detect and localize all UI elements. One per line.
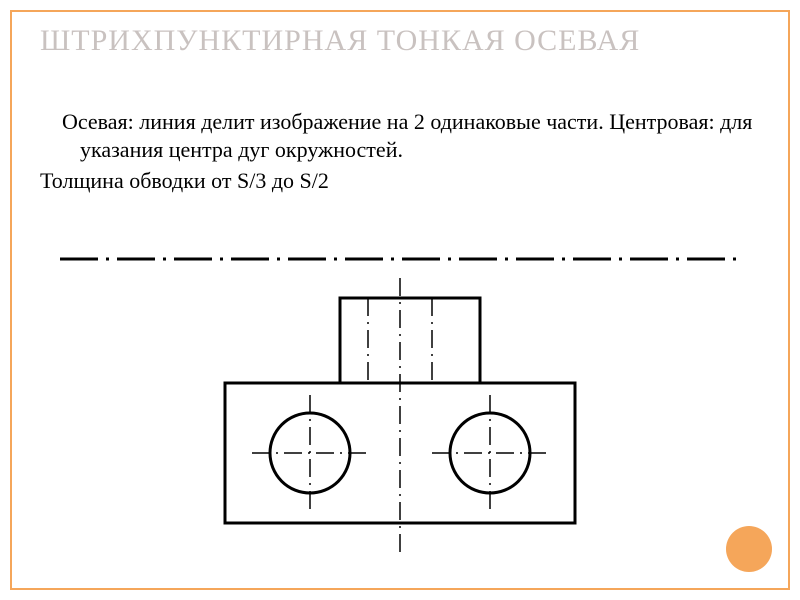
- engineering-figure: [170, 278, 630, 568]
- paragraph-2: Толщина обводки от S/3 до S/2: [40, 167, 760, 195]
- frame-bottom: [10, 588, 790, 590]
- paragraph-1: Осевая: линия делит изображение на 2 оди…: [40, 108, 760, 163]
- body-text: Осевая: линия делит изображение на 2 оди…: [40, 108, 760, 199]
- frame-right: [788, 10, 790, 590]
- frame-top: [10, 10, 790, 12]
- corner-accent-dot: [726, 526, 772, 572]
- slide-title: ШТРИХПУНКТИРНАЯ ТОНКАЯ ОСЕВАЯ: [40, 24, 760, 59]
- frame-left: [10, 10, 12, 590]
- dashdot-sample-line: [60, 256, 740, 262]
- slide: ШТРИХПУНКТИРНАЯ ТОНКАЯ ОСЕВАЯ Осевая: ли…: [0, 0, 800, 600]
